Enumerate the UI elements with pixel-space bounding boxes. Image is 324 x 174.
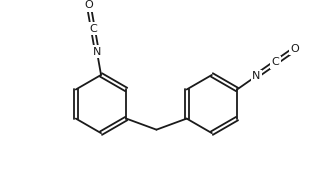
Text: C: C	[89, 23, 97, 34]
Text: C: C	[272, 57, 280, 68]
Text: O: O	[84, 0, 93, 10]
Text: O: O	[291, 44, 299, 54]
Text: N: N	[252, 71, 260, 81]
Text: N: N	[93, 47, 101, 57]
